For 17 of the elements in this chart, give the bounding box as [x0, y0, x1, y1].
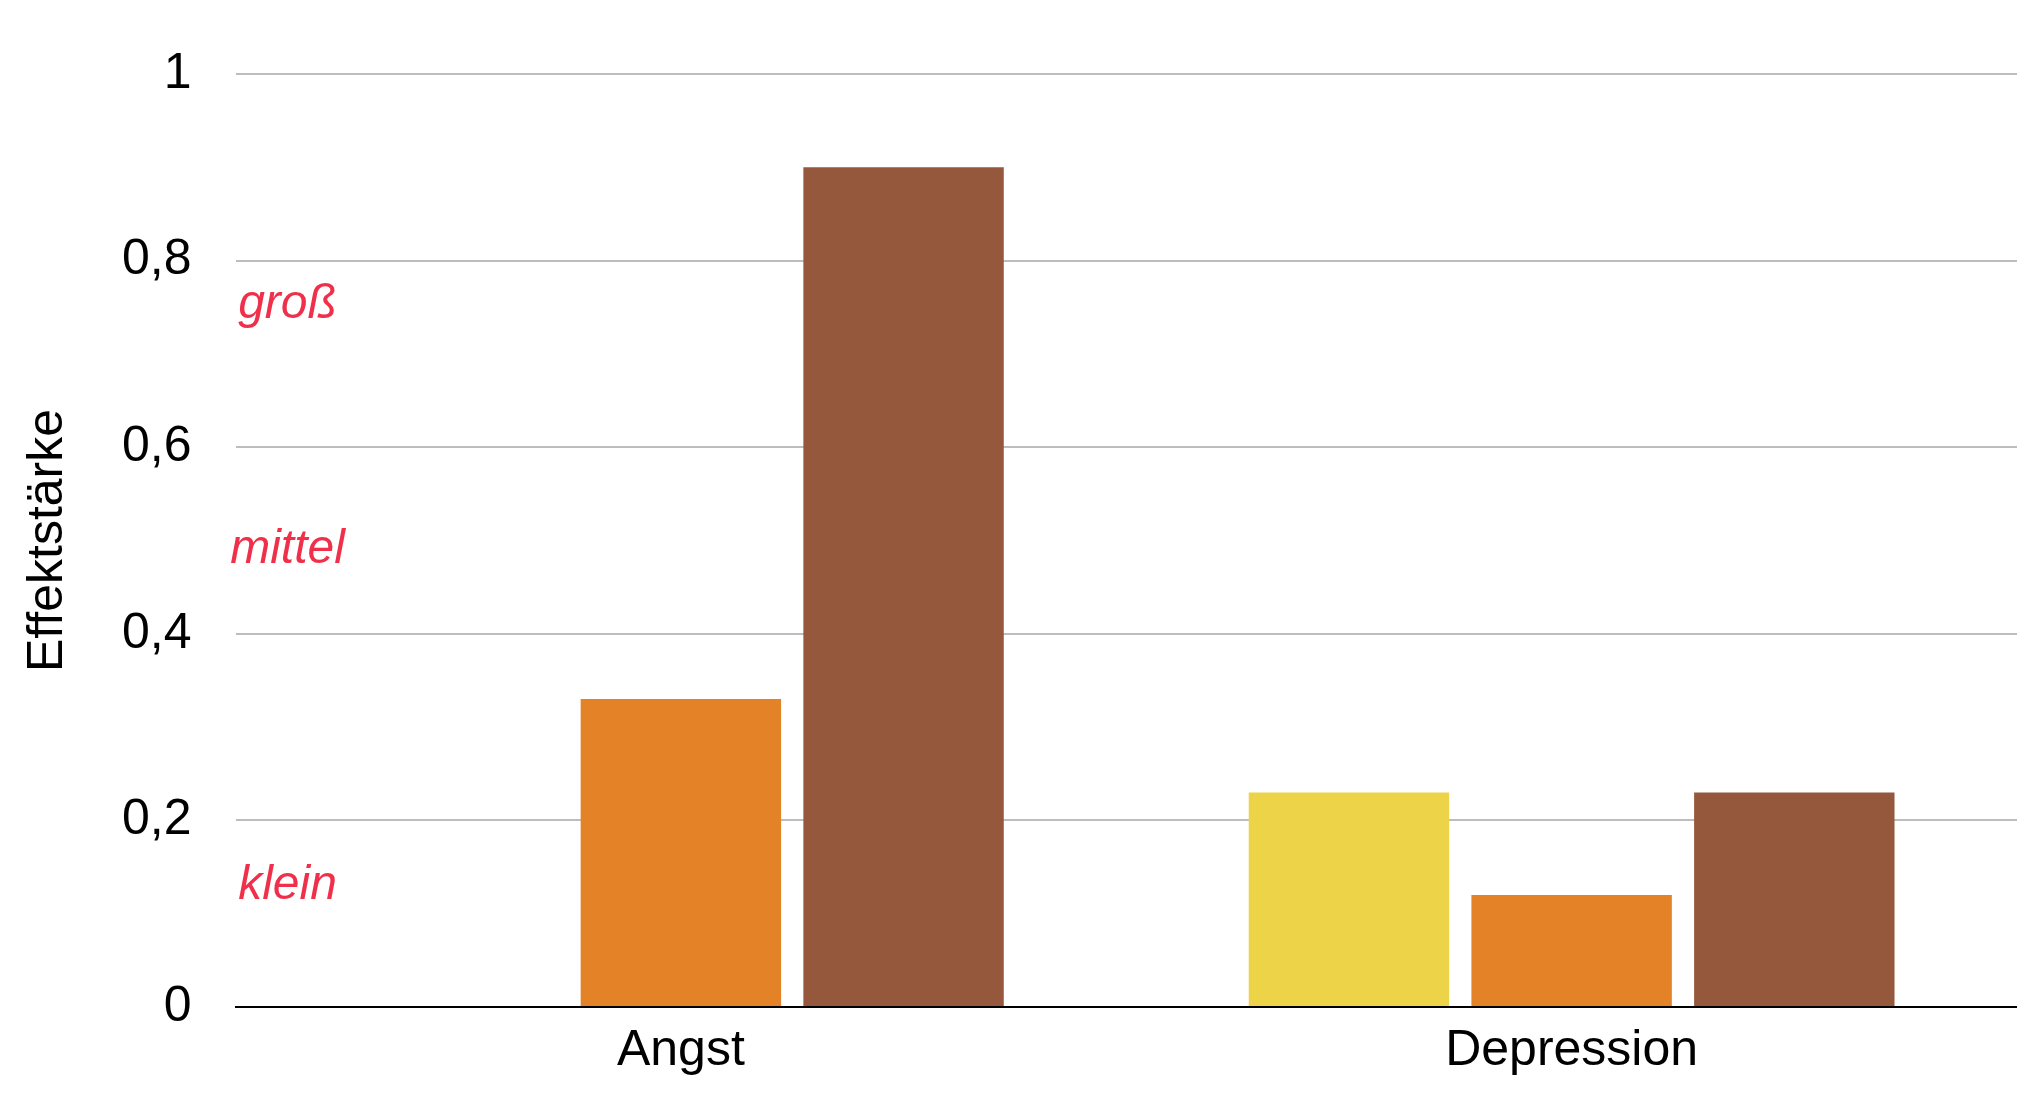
y-tick-label: 0,4 [121, 602, 192, 659]
y-axis-title: Effektstärke [16, 408, 73, 673]
annotation: groß [238, 274, 337, 328]
y-tick-label: 1 [163, 42, 192, 99]
bar [580, 699, 782, 1006]
bar [1248, 792, 1450, 1006]
bar [803, 167, 1004, 1006]
x-tick-label: Angst [616, 1019, 745, 1076]
bar [1471, 895, 1672, 1006]
x-tick-label: Depression [1445, 1019, 1699, 1076]
y-tick-label: 0,6 [121, 415, 192, 472]
y-tick-label: 0,8 [121, 229, 192, 286]
y-tick-label: 0,2 [121, 789, 192, 846]
annotation: mittel [230, 520, 347, 574]
y-tick-label: 0 [163, 975, 192, 1032]
annotation: klein [238, 856, 337, 910]
bar [1694, 792, 1895, 1006]
